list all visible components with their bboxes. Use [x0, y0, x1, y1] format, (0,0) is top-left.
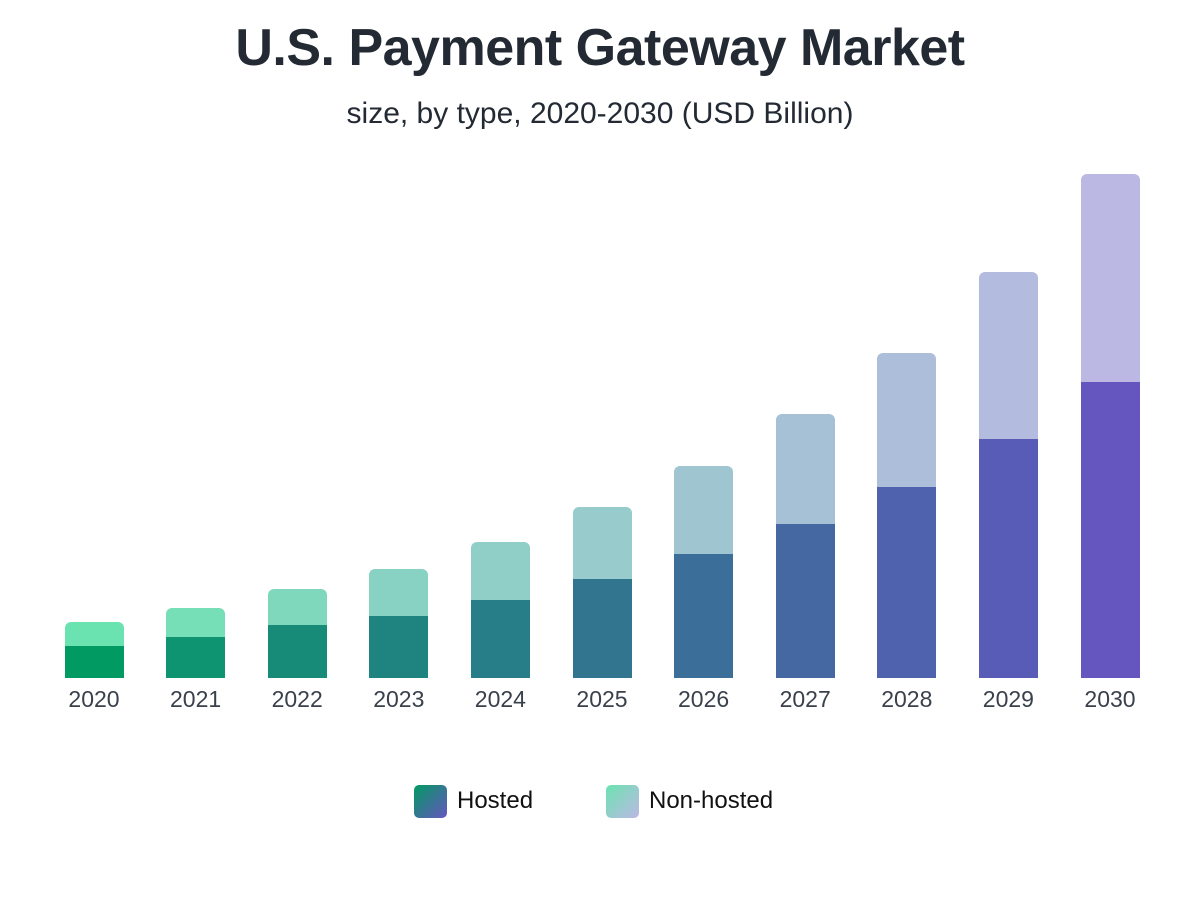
bar-2028[interactable]: [877, 353, 937, 678]
bar-segment-non-hosted: [166, 608, 226, 637]
bar-segment-hosted: [978, 439, 1038, 678]
bar-segment-hosted: [470, 600, 530, 678]
bar-2026[interactable]: [674, 466, 734, 678]
bar-segment-non-hosted: [978, 272, 1038, 439]
x-tick-label: 2024: [474, 686, 526, 712]
bar-segment-hosted: [674, 554, 734, 678]
chart-subtitle: size, by type, 2020-2030 (USD Billion): [346, 97, 854, 130]
bar-segment-non-hosted: [877, 353, 937, 487]
bar-2022[interactable]: [267, 589, 327, 678]
bar-segment-hosted: [64, 646, 124, 678]
x-tick-label: 2021: [170, 686, 222, 712]
bar-segment-hosted: [1080, 382, 1140, 678]
x-tick-label: 2025: [576, 686, 628, 712]
x-tick-label: 2030: [1084, 686, 1136, 712]
chart-title: U.S. Payment Gateway Market: [235, 19, 965, 77]
legend-label-non-hosted: Non-hosted: [649, 787, 774, 814]
bar-2029[interactable]: [978, 272, 1038, 678]
x-tick-label: 2023: [373, 686, 425, 712]
bar-segment-hosted: [166, 637, 226, 678]
bar-2021[interactable]: [166, 608, 226, 678]
bar-2027[interactable]: [775, 414, 835, 678]
legend-item-hosted[interactable]: Hosted: [414, 784, 533, 818]
bar-segment-hosted: [775, 524, 835, 678]
bar-segment-non-hosted: [1080, 174, 1140, 382]
legend-label-hosted: Hosted: [457, 787, 534, 814]
bar-2023[interactable]: [369, 569, 429, 678]
bar-segment-non-hosted: [775, 414, 835, 524]
bar-segment-hosted: [877, 487, 937, 678]
plot-area: 2020 2021 2022 2023 2024 2025 2026 2027 2028 2029…: [64, 174, 1140, 712]
bar-segment-non-hosted: [267, 589, 327, 625]
x-tick-label: 2027: [779, 686, 831, 712]
bar-segment-non-hosted: [369, 569, 429, 616]
legend-swatch-non-hosted: [606, 784, 639, 818]
bar-segment-non-hosted: [470, 542, 530, 600]
legend-swatch-hosted: [414, 784, 447, 818]
bar-2020[interactable]: [64, 622, 124, 678]
bar-segment-non-hosted: [64, 622, 124, 646]
legend-item-non-hosted[interactable]: Non-hosted: [606, 784, 773, 818]
bar-segment-hosted: [267, 625, 327, 678]
bar-segment-hosted: [369, 616, 429, 678]
bar-segment-hosted: [572, 579, 632, 678]
bar-2024[interactable]: [470, 542, 530, 678]
bar-segment-non-hosted: [572, 507, 632, 579]
bar-2025[interactable]: [572, 507, 632, 678]
x-tick-label: 2028: [881, 686, 933, 712]
x-tick-label: 2022: [271, 686, 323, 712]
x-tick-label: 2020: [68, 686, 120, 712]
bar-segment-non-hosted: [674, 466, 734, 554]
bar-2030[interactable]: [1080, 174, 1140, 678]
x-tick-label: 2029: [982, 686, 1034, 712]
x-tick-label: 2026: [678, 686, 730, 712]
legend: Hosted Non-hosted: [0, 784, 1200, 818]
